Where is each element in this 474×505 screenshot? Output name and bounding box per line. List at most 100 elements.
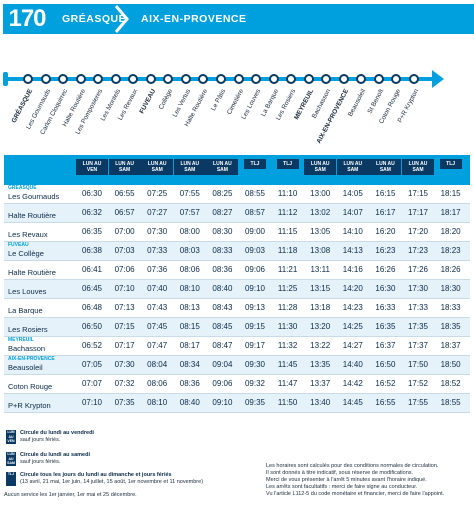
table-row: MEYREUIL Bachasson 06:52 07:17 07:47 08:17 08:… <box>4 337 470 356</box>
time-cell: 07:06 <box>114 265 135 274</box>
time-cell: 14:25 <box>342 322 363 331</box>
time-cell: 14:27 <box>342 341 363 350</box>
time-cell: 08:10 <box>179 284 200 293</box>
time-cell: 16:17 <box>375 208 396 217</box>
time-cell: 08:36 <box>179 379 200 388</box>
time-cell: 13:18 <box>310 303 331 312</box>
time-cell: 16:35 <box>375 322 396 331</box>
stop-dot <box>251 74 262 84</box>
time-cell: 14:20 <box>342 284 363 293</box>
legend-sub: (13 avril, 21 mai, 1er juin, 14 juillet,… <box>20 479 204 485</box>
destination-label: AIX-EN-PROVENCE <box>141 13 247 25</box>
stop-dot <box>40 74 51 84</box>
time-cell: 11:12 <box>277 208 298 217</box>
time-cell: 08:04 <box>147 360 168 369</box>
time-cell: 07:43 <box>147 303 168 312</box>
time-cell: 16:23 <box>375 246 396 255</box>
time-cell: 07:57 <box>179 208 200 217</box>
stop-dot <box>75 74 86 84</box>
time-cell: 14:23 <box>342 303 363 312</box>
stop-name: P+R Krypton <box>8 401 51 410</box>
chevron-right-icon <box>114 5 129 33</box>
legend-sub: sauf jours fériés. <box>20 437 61 443</box>
time-cell: 16:33 <box>375 303 396 312</box>
time-cell: 06:32 <box>81 208 103 217</box>
time-cell: 16:26 <box>375 265 396 274</box>
stop-dot <box>338 74 349 84</box>
time-cell: 06:57 <box>114 208 135 217</box>
route-stop: La Barque <box>260 74 280 118</box>
time-cell: 08:45 <box>212 322 233 331</box>
time-cell: 18:50 <box>440 360 461 369</box>
line-number: 170 <box>3 4 51 34</box>
day-tag: TLJ <box>244 159 266 169</box>
stop-name: Les Louves <box>8 287 47 296</box>
day-tag: LUN AU SAM <box>173 159 206 175</box>
zone-label: AIX-EN-PROVENCE <box>8 356 55 362</box>
time-cell: 16:37 <box>375 341 396 350</box>
time-cell: 13:11 <box>310 265 330 274</box>
column-header: LUN AU SAM <box>206 159 239 175</box>
time-cell: 08:40 <box>179 398 200 407</box>
column-header: TLJ <box>272 159 304 169</box>
time-cell: 07:15 <box>114 322 135 331</box>
route-stop: Bachasson <box>311 74 332 120</box>
time-cell: 18:17 <box>440 208 461 217</box>
legend-title: Circule du lundi au vendredi <box>20 430 94 436</box>
time-cell: 13:05 <box>310 227 331 236</box>
time-cell: 08:15 <box>179 322 200 331</box>
time-cell: 13:20 <box>310 322 331 331</box>
day-tag: LUN AU SAM <box>402 159 434 175</box>
time-cell: 06:55 <box>114 189 135 198</box>
legend-note: Les horaires sont calculés pour des cond… <box>266 463 439 469</box>
table-row: Halte Routière 06:32 06:57 07:27 07:57 08:27 0… <box>4 204 470 223</box>
time-cell: 17:17 <box>407 208 429 217</box>
time-cell: 06:38 <box>81 246 103 255</box>
time-cell: 07:13 <box>114 303 135 312</box>
time-cell: 11:21 <box>277 265 298 274</box>
time-cell: 18:55 <box>440 398 461 407</box>
time-cell: 07:00 <box>114 227 135 236</box>
legend-notes: Les horaires sont calculés pour des cond… <box>266 463 470 498</box>
time-cell: 13:00 <box>310 189 331 198</box>
time-cell: 08:43 <box>212 303 233 312</box>
time-cell: 08:55 <box>244 189 266 198</box>
time-cell: 08:47 <box>212 341 233 350</box>
stop-name: Halte Routière <box>8 268 56 277</box>
time-cell: 06:45 <box>81 284 103 293</box>
stop-name: Coton Rouge <box>8 382 53 391</box>
route-stop: Les Gournauds <box>25 74 52 131</box>
route-stop: St Benoît <box>366 74 385 115</box>
time-cell: 18:37 <box>440 341 461 350</box>
stop-name: Les Revaux <box>8 230 48 239</box>
time-cell: 13:40 <box>310 398 331 407</box>
route-stop: Collège <box>158 74 175 111</box>
table-row: Halte Routière 06:41 07:06 07:36 08:06 08:36 0… <box>4 261 470 280</box>
stop-dot <box>58 74 69 84</box>
stop-dot <box>321 74 332 84</box>
day-tag: LUN AU SAM <box>206 159 239 175</box>
table-row: La Barque 06:48 07:13 07:43 08:13 08:43 09:13 1… <box>4 299 470 318</box>
stop-dot <box>23 74 33 84</box>
time-cell: 18:52 <box>440 379 461 388</box>
time-cell: 09:15 <box>244 322 266 331</box>
stop-dot <box>391 74 402 84</box>
route-stop: GRÉASQUE <box>11 74 34 124</box>
time-cell: 14:45 <box>342 398 363 407</box>
day-tag: LUN AU SAM <box>304 159 337 175</box>
zone-label: GRÉASQUE <box>8 185 37 191</box>
time-cell: 13:08 <box>310 246 331 255</box>
table-row: AIX-EN-PROVENCE Beausoleil 07:05 07:30 08:04… <box>4 356 470 375</box>
time-cell: 09:06 <box>212 379 233 388</box>
time-cell: 06:30 <box>81 189 103 198</box>
stop-name: La Barque <box>8 306 43 315</box>
time-cell: 11:32 <box>277 341 298 350</box>
time-cell: 07:30 <box>147 227 168 236</box>
time-cell: 09:10 <box>244 284 266 293</box>
route-stop: P+R Krypton <box>397 74 420 124</box>
stop-name: Bachasson <box>8 344 46 353</box>
time-cell: 08:40 <box>212 284 233 293</box>
stop-dot <box>110 74 121 84</box>
stop-dot <box>128 74 139 84</box>
time-cell: 09:06 <box>244 265 266 274</box>
